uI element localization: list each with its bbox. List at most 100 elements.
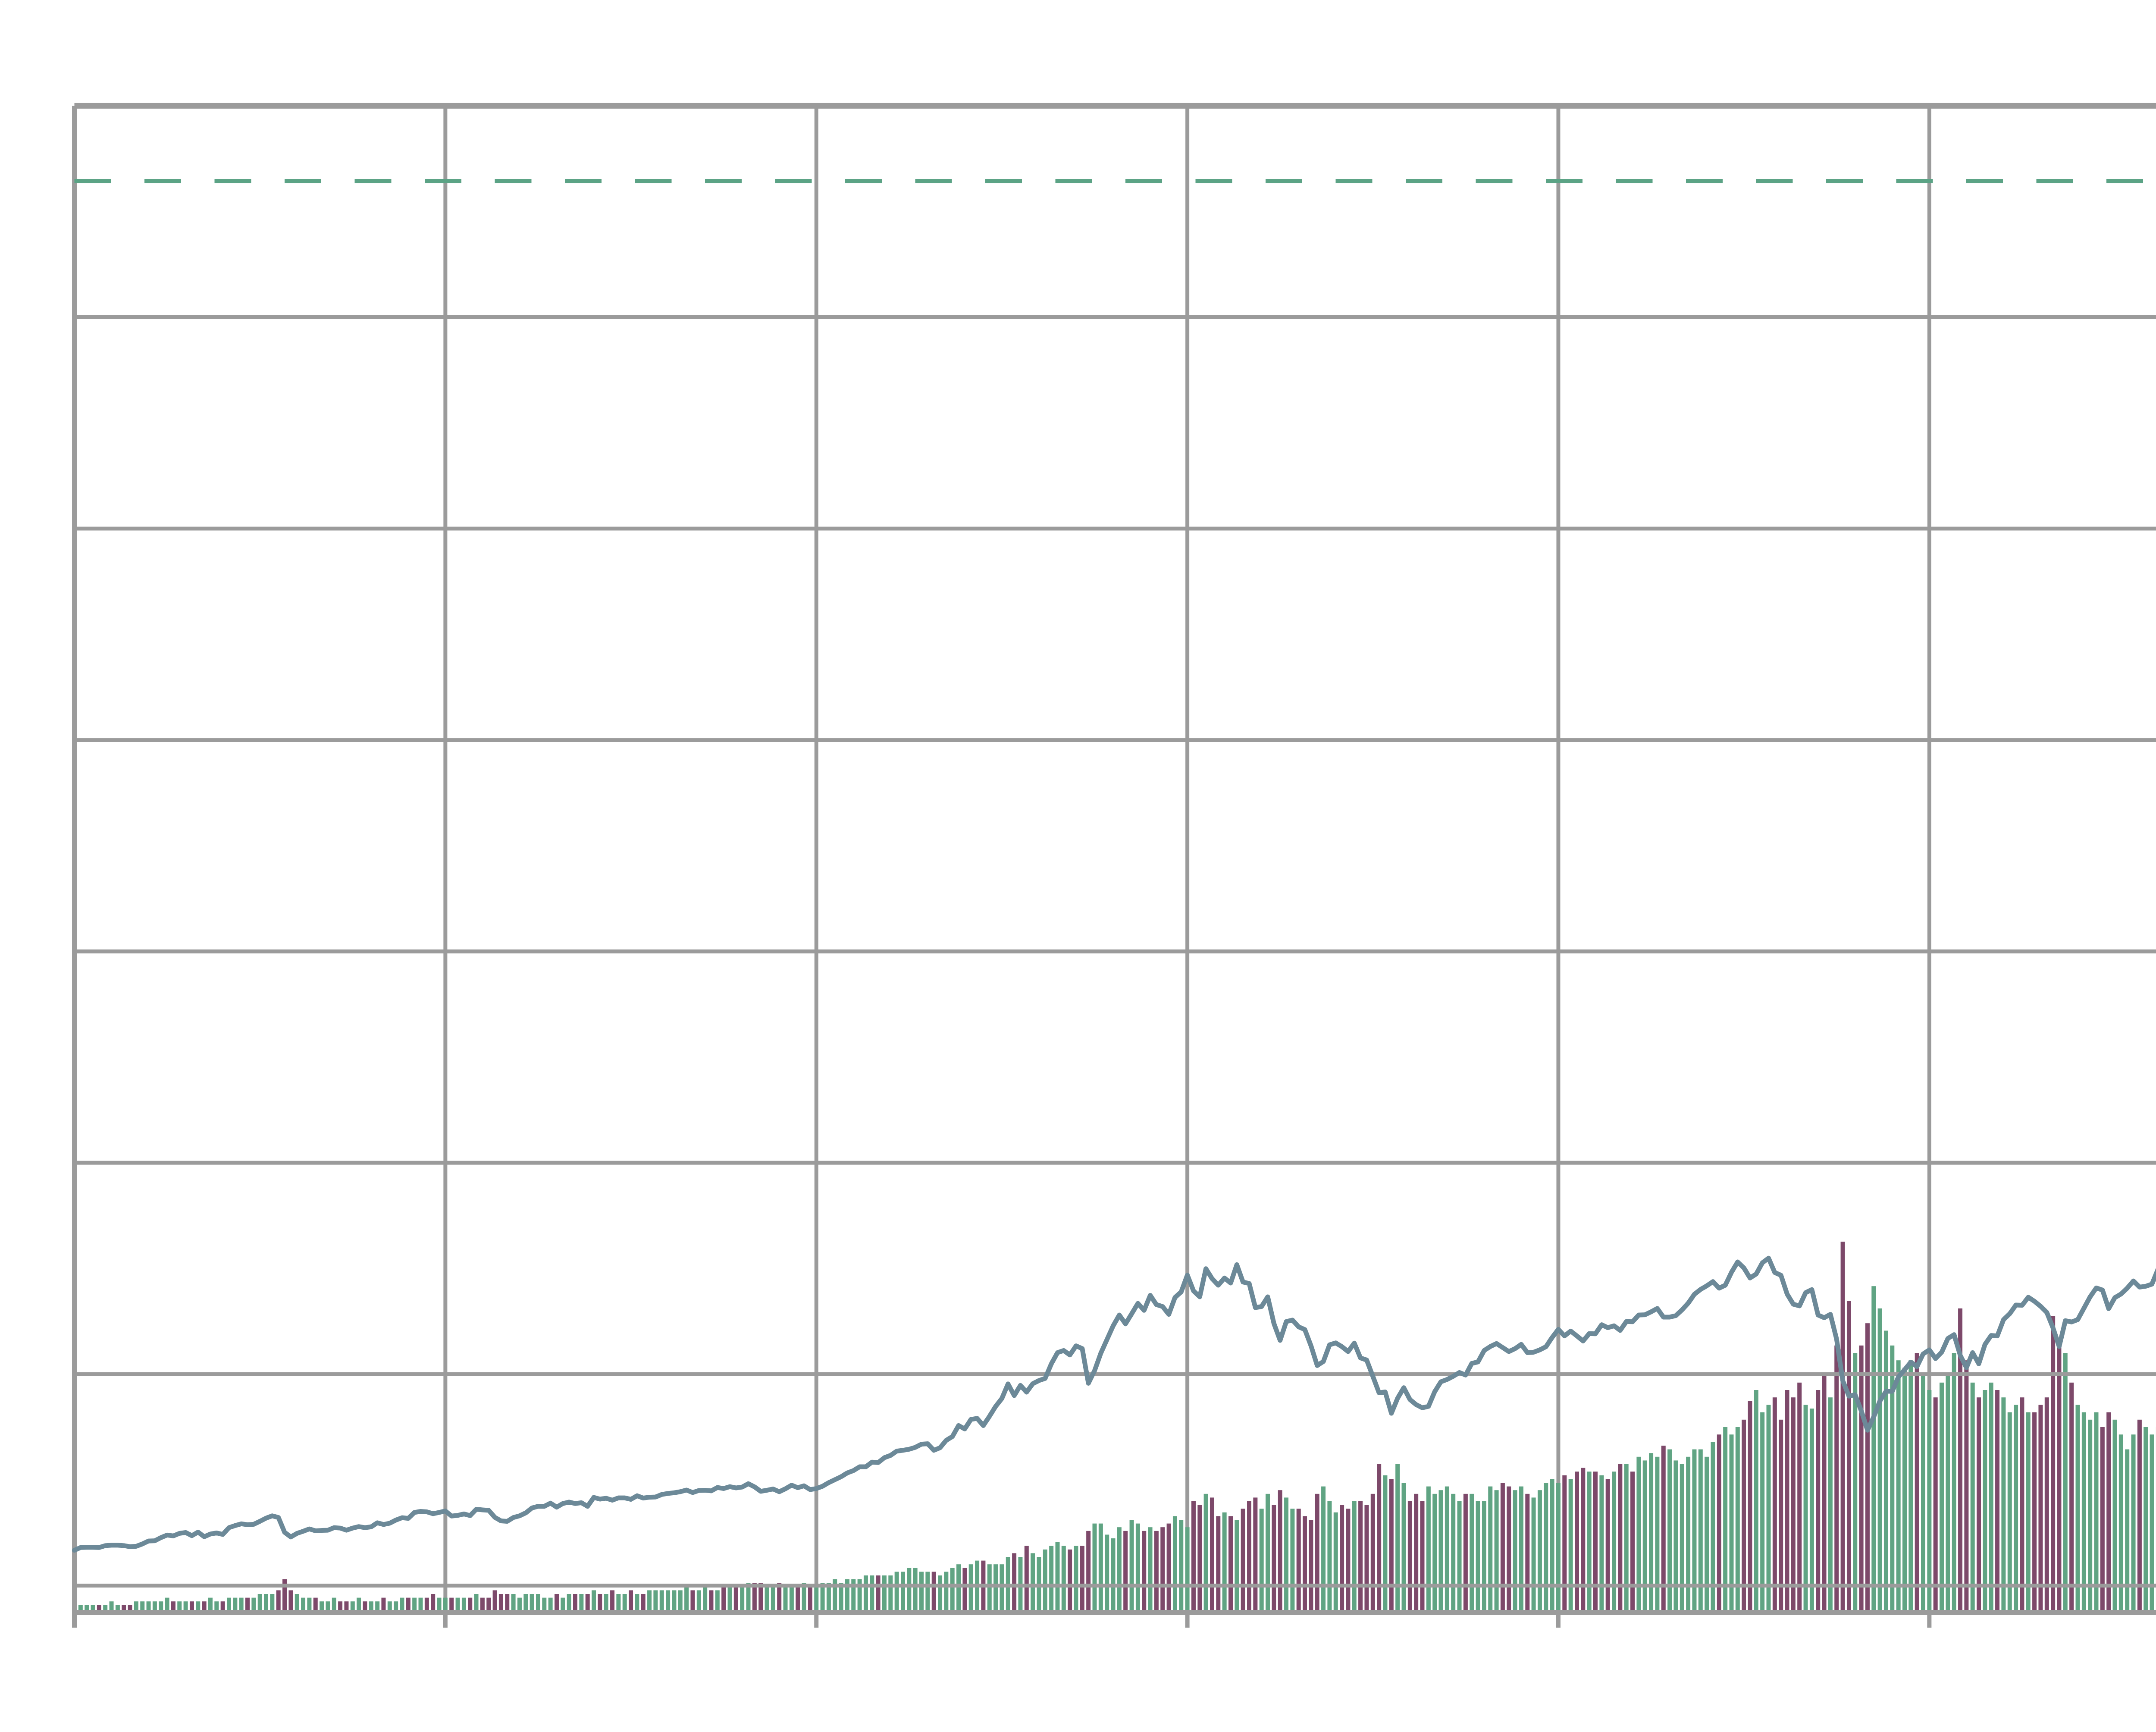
volume-bar[interactable] [1568, 1479, 1573, 1613]
volume-bar[interactable] [1958, 1308, 1963, 1613]
volume-bar[interactable] [523, 1594, 528, 1613]
volume-bar[interactable] [882, 1575, 887, 1613]
volume-bar[interactable] [1303, 1516, 1307, 1613]
volume-bar[interactable] [134, 1601, 138, 1613]
volume-bar[interactable] [152, 1601, 157, 1613]
volume-bar[interactable] [1636, 1456, 1641, 1613]
volume-bar[interactable] [115, 1605, 120, 1613]
volume-bar[interactable] [332, 1597, 336, 1613]
volume-bar[interactable] [461, 1597, 466, 1613]
volume-bar[interactable] [338, 1601, 343, 1613]
volume-bar[interactable] [1989, 1382, 1993, 1613]
volume-bar[interactable] [103, 1605, 108, 1613]
volume-bar[interactable] [313, 1597, 318, 1613]
volume-bar[interactable] [1024, 1546, 1029, 1613]
volume-bar[interactable] [530, 1594, 534, 1613]
volume-bar[interactable] [765, 1586, 769, 1613]
volume-bar[interactable] [1352, 1501, 1357, 1613]
volume-bar[interactable] [1482, 1501, 1486, 1613]
volume-bar[interactable] [1266, 1494, 1270, 1613]
volume-bar[interactable] [97, 1605, 101, 1613]
volume-bar[interactable] [616, 1594, 621, 1613]
volume-bar[interactable] [968, 1564, 973, 1613]
volume-bar[interactable] [598, 1594, 602, 1613]
volume-bar[interactable] [1915, 1353, 1919, 1613]
volume-bar[interactable] [1828, 1397, 1833, 1613]
volume-bar[interactable] [1983, 1390, 1987, 1613]
volume-bar[interactable] [715, 1590, 720, 1613]
volume-bar[interactable] [548, 1597, 553, 1613]
volume-bar[interactable] [1711, 1442, 1715, 1613]
volume-bar[interactable] [109, 1601, 114, 1613]
volume-bar[interactable] [653, 1590, 658, 1613]
volume-bar[interactable] [1309, 1520, 1313, 1613]
volume-bar[interactable] [1377, 1464, 1382, 1613]
volume-bar[interactable] [536, 1594, 540, 1613]
volume-bar[interactable] [1488, 1486, 1493, 1613]
volume-bar[interactable] [257, 1594, 262, 1613]
volume-bar[interactable] [1235, 1520, 1239, 1613]
volume-bar[interactable] [1451, 1494, 1456, 1613]
volume-bar[interactable] [245, 1597, 250, 1613]
volume-bar[interactable] [1649, 1453, 1654, 1613]
volume-bar[interactable] [1129, 1520, 1134, 1613]
volume-bar[interactable] [486, 1597, 491, 1613]
volume-bar[interactable] [727, 1586, 732, 1613]
volume-bar[interactable] [1995, 1390, 2000, 1613]
volume-bar[interactable] [1086, 1531, 1091, 1613]
volume-bar[interactable] [1618, 1464, 1623, 1613]
volume-bar[interactable] [122, 1605, 126, 1613]
volume-bar[interactable] [1142, 1531, 1147, 1613]
volume-bar[interactable] [140, 1601, 145, 1613]
volume-bar[interactable] [202, 1601, 207, 1613]
volume-bar[interactable] [1111, 1538, 1116, 1613]
volume-bar[interactable] [1840, 1242, 1845, 1613]
volume-bar[interactable] [573, 1594, 577, 1613]
volume-bar[interactable] [1661, 1446, 1666, 1613]
volume-bar[interactable] [567, 1594, 571, 1613]
volume-bar[interactable] [1964, 1360, 1969, 1613]
volume-bar[interactable] [1624, 1464, 1629, 1613]
volume-bar[interactable] [1061, 1546, 1066, 1613]
volume-bar[interactable] [2131, 1434, 2136, 1613]
volume-bar[interactable] [1092, 1523, 1097, 1613]
volume-bar[interactable] [1166, 1523, 1171, 1613]
volume-bar[interactable] [2026, 1412, 2031, 1613]
volume-bar[interactable] [2088, 1419, 2093, 1613]
volume-bar[interactable] [863, 1575, 868, 1613]
volume-bar[interactable] [1123, 1531, 1128, 1613]
volume-bar[interactable] [424, 1597, 429, 1613]
volume-bar[interactable] [1537, 1490, 1542, 1613]
volume-bar[interactable] [783, 1586, 788, 1613]
volume-bar[interactable] [1476, 1501, 1480, 1613]
volume-bar[interactable] [1031, 1553, 1035, 1613]
volume-bar[interactable] [1055, 1542, 1060, 1613]
volume-bar[interactable] [2044, 1397, 2049, 1613]
volume-bar[interactable] [1927, 1390, 1932, 1613]
volume-bar[interactable] [1612, 1472, 1617, 1613]
volume-bar[interactable] [1791, 1397, 1796, 1613]
volume-bar[interactable] [579, 1594, 584, 1613]
volume-bar[interactable] [777, 1583, 782, 1613]
volume-bar[interactable] [1766, 1405, 1771, 1613]
volume-bar[interactable] [1896, 1360, 1901, 1613]
volume-bar[interactable] [820, 1583, 825, 1613]
volume-bar[interactable] [227, 1597, 231, 1613]
volume-bar[interactable] [350, 1601, 355, 1613]
volume-bar[interactable] [183, 1601, 188, 1613]
volume-bar[interactable] [1074, 1546, 1078, 1613]
volume-bar[interactable] [561, 1597, 565, 1613]
volume-bar[interactable] [2032, 1412, 2037, 1613]
volume-bar[interactable] [2057, 1338, 2062, 1613]
volume-bar[interactable] [1346, 1509, 1351, 1613]
volume-bar[interactable] [468, 1597, 473, 1613]
volume-bar[interactable] [492, 1590, 497, 1613]
volume-bar[interactable] [1519, 1486, 1523, 1613]
volume-bar[interactable] [721, 1586, 726, 1613]
volume-bar[interactable] [1748, 1401, 1752, 1613]
volume-bar[interactable] [449, 1597, 454, 1613]
volume-bar[interactable] [517, 1597, 522, 1613]
volume-bar[interactable] [1438, 1490, 1443, 1613]
volume-bar[interactable] [684, 1586, 689, 1613]
